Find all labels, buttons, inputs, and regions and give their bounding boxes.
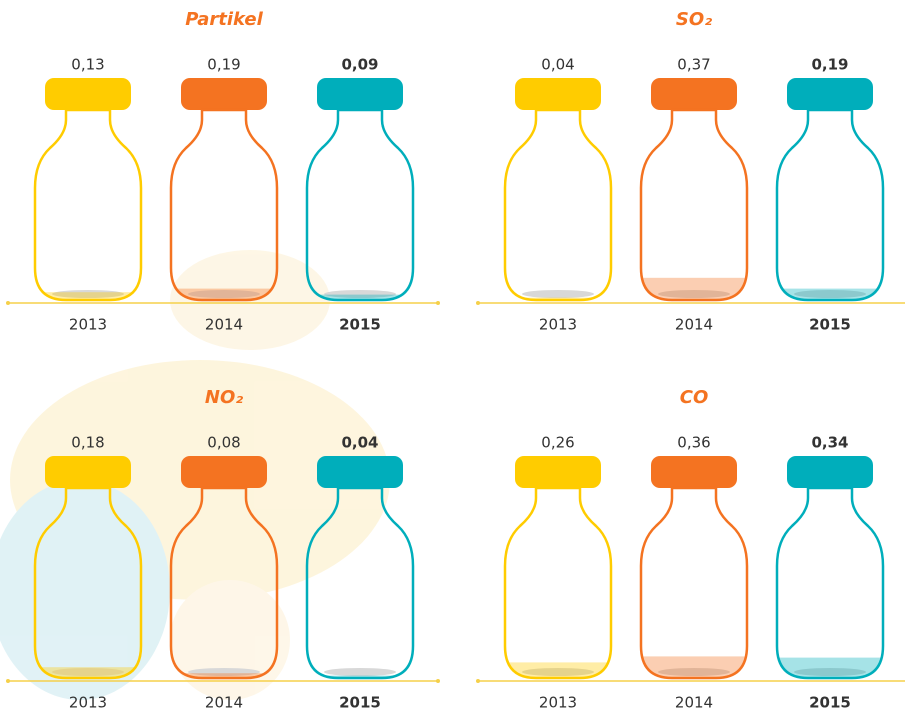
year-label: 2013 [69,694,107,708]
year-label: 2013 [539,316,577,334]
bottle [503,108,613,302]
bottle-shadow [658,290,730,298]
chart-title: NO₂ [205,387,243,408]
bottle [775,108,885,302]
bottle-shadow [188,668,260,676]
bottle-fill [641,277,747,300]
bottle [169,108,279,302]
bottle-cap [317,78,403,110]
bottle-fill [777,288,883,300]
bottle [169,486,279,680]
year-label: 2015 [809,694,851,708]
bottle-cap [181,456,267,488]
bottle-fill [35,667,141,678]
bottle-shadow [52,290,124,298]
baseline-end [436,679,440,683]
year-label: 2014 [205,694,243,708]
chart-title: Partikel [185,9,263,30]
bottle-cap [317,456,403,488]
baseline-end [436,301,440,305]
year-label: 2014 [675,316,713,334]
year-label: 2015 [339,694,381,708]
bottle-cap [787,456,873,488]
value-label: 0,13 [71,56,104,74]
bottle-shadow [324,668,396,676]
bottle-shadow [794,290,866,298]
bottle-cap [515,456,601,488]
bottle-fill [505,662,611,678]
bottle [639,108,749,302]
year-label: 2014 [205,316,243,334]
bottle-cap [45,456,131,488]
bottle [775,486,885,680]
bottle-shadow [188,290,260,298]
year-label: 2013 [69,316,107,334]
baseline-end [6,679,10,683]
year-label: 2015 [809,316,851,334]
value-label: 0,08 [207,434,240,452]
bottle [33,108,143,302]
bottle-shadow [52,668,124,676]
bottle-cap [515,78,601,110]
value-label: 0,18 [71,434,104,452]
year-label: 2015 [339,316,381,334]
bottle-fill [171,288,277,300]
value-label: 0,04 [541,56,574,74]
value-label: 0,09 [341,56,378,74]
value-label: 0,26 [541,434,574,452]
bottle [33,486,143,680]
bottle-shadow [324,290,396,298]
bottle-cap [45,78,131,110]
bottle-cap [651,456,737,488]
chart-title: CO [680,387,709,408]
chart-title: SO₂ [676,9,712,30]
bottle-shadow [794,668,866,676]
bottle-fill [171,673,277,678]
bottle-cap [651,78,737,110]
value-label: 0,34 [811,434,848,452]
baseline-end [6,301,10,305]
bottle [639,486,749,680]
bottle [305,108,415,302]
year-label: 2014 [675,694,713,708]
bottle-fill [777,657,883,678]
value-label: 0,36 [677,434,710,452]
bottle-cap [787,78,873,110]
value-label: 0,19 [811,56,848,74]
bottle-fill [641,656,747,678]
bottle [503,486,613,680]
bottle-shadow [522,290,594,298]
bottle-shadow [658,668,730,676]
bottle-fill [307,294,413,300]
value-label: 0,37 [677,56,710,74]
value-label: 0,04 [341,434,378,452]
baseline-end [476,301,480,305]
bottle [305,486,415,680]
bottle-fill [35,292,141,300]
year-label: 2013 [539,694,577,708]
bottle-cap [181,78,267,110]
bottle-shadow [522,668,594,676]
value-label: 0,19 [207,56,240,74]
baseline-end [476,679,480,683]
